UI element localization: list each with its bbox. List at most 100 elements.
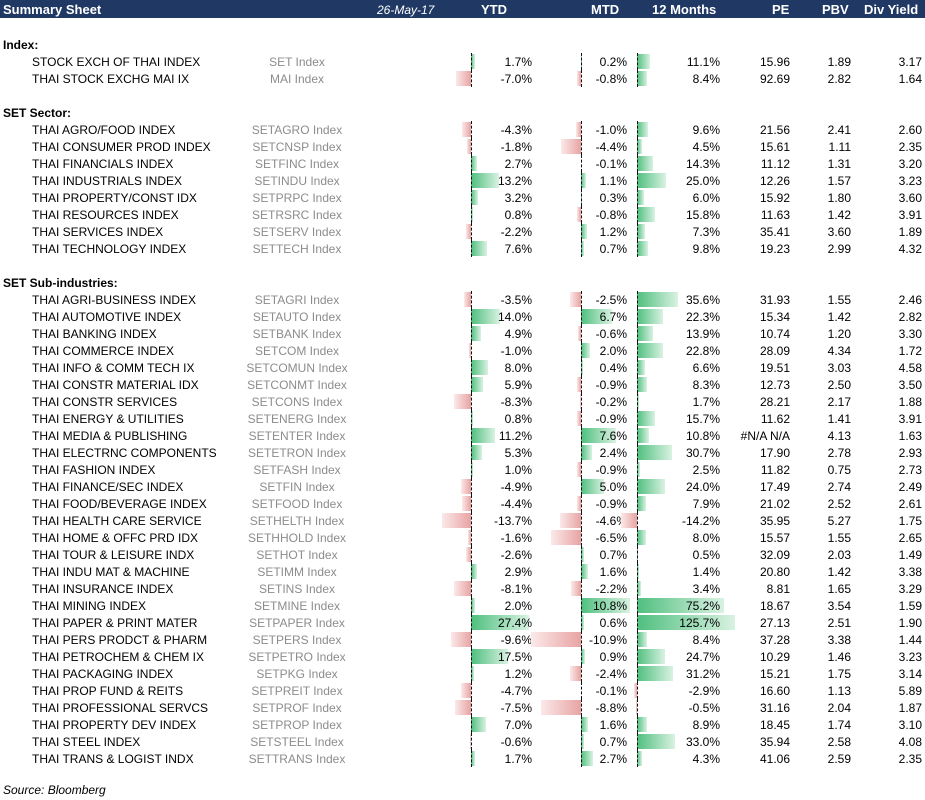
m12-bar <box>637 649 666 664</box>
table-row: THAI CONSUMER PROD INDEX SETCNSP Index -1.… <box>0 138 925 155</box>
mtd-value: 1.6% <box>599 565 627 579</box>
table-row: THAI INDU MAT & MACHINE SETIMM Index 2.9% 1… <box>0 563 925 580</box>
pbv-value: 1.31 <box>827 157 851 171</box>
m12-bar <box>637 615 735 630</box>
index-name: THAI AGRI-BUSINESS INDEX <box>32 293 197 307</box>
m12-axis <box>637 665 638 682</box>
ytd-value: 2.7% <box>504 157 532 171</box>
ytd-axis <box>471 53 472 70</box>
mtd-axis <box>581 733 582 750</box>
pbv-value: 1.41 <box>827 412 851 426</box>
mtd-bar <box>580 394 581 409</box>
m12-bar <box>620 513 637 528</box>
ytd-bar <box>471 564 478 579</box>
pe-value: 11.12 <box>760 157 790 171</box>
table-row: THAI PAPER & PRINT MATER SETPAPER Index 27… <box>0 614 925 631</box>
mtd-bar <box>540 700 581 715</box>
sheet-title: Summary Sheet <box>3 2 102 17</box>
pe-value: 32.09 <box>759 548 790 562</box>
div-yield-value: 1.64 <box>898 72 922 86</box>
m12-value: 4.3% <box>692 752 720 766</box>
ytd-bar <box>471 717 486 732</box>
index-name: THAI INDUSTRIALS INDEX <box>32 174 183 188</box>
ytd-value: 1.7% <box>504 752 532 766</box>
pbv-value: 2.78 <box>827 446 851 460</box>
pbv-value: 1.55 <box>827 531 851 545</box>
mtd-axis <box>581 580 582 597</box>
div-yield-value: 3.10 <box>898 718 922 732</box>
table-row: THAI CONSTR MATERIAL IDX SETCONMT Index 5.… <box>0 376 925 393</box>
col-header-pbv: PBV <box>822 2 849 17</box>
pbv-value: 2.58 <box>827 735 851 749</box>
mtd-bar <box>569 292 581 307</box>
m12-value: 11.1% <box>686 55 720 69</box>
ticker: SETPETRO Index <box>248 650 346 664</box>
m12-axis <box>637 648 638 665</box>
ytd-value: -4.9% <box>500 480 532 494</box>
section-title: SET Sub-industries: <box>3 276 118 290</box>
table-row: THAI AGRI-BUSINESS INDEX SETAGRI Index -3.… <box>0 291 925 308</box>
mtd-axis <box>581 189 582 206</box>
ytd-bar <box>471 173 499 188</box>
m12-value: 30.7% <box>685 446 720 460</box>
m12-bar <box>637 632 647 647</box>
mtd-axis <box>581 223 582 240</box>
mtd-axis <box>581 665 582 682</box>
mtd-value: -2.5% <box>595 293 627 307</box>
mtd-bar <box>581 445 592 460</box>
mtd-bar <box>551 530 581 545</box>
index-name: THAI CONSTR SERVICES <box>32 395 178 409</box>
index-name: THAI STEEL INDEX <box>32 735 141 749</box>
table-row: THAI TOUR & LEISURE INDX SETHOT Index -2.6… <box>0 546 925 563</box>
mtd-value: 10.8% <box>592 599 627 613</box>
ticker: SETPKG Index <box>256 667 338 681</box>
table-row: THAI FINANCIALS INDEX SETFINC Index 2.7% -0… <box>0 155 925 172</box>
m12-axis <box>637 291 638 308</box>
m12-value: 15.7% <box>685 412 720 426</box>
pe-value: 15.92 <box>759 191 790 205</box>
m12-axis <box>637 512 638 529</box>
pe-value: 18.67 <box>759 599 790 613</box>
pe-value: 19.51 <box>759 361 790 375</box>
index-name: THAI INFO & COMM TECH IX <box>32 361 195 375</box>
ytd-value: -4.3% <box>500 123 532 137</box>
m12-axis <box>637 546 638 563</box>
m12-axis <box>637 733 638 750</box>
ticker: SETHELTH Index <box>249 514 345 528</box>
ytd-value: 2.0% <box>504 599 532 613</box>
index-name: THAI COMMERCE INDEX <box>32 344 175 358</box>
ytd-bar <box>442 513 471 528</box>
pe-value: 35.41 <box>759 225 790 239</box>
ytd-axis <box>471 461 472 478</box>
pbv-value: 1.89 <box>827 55 851 69</box>
mtd-bar <box>581 173 587 188</box>
ytd-axis <box>471 427 472 444</box>
index-name: THAI PROP FUND & REITS <box>32 684 184 698</box>
table-row: THAI ENERGY & UTILITIES SETENERG Index 0.8… <box>0 410 925 427</box>
m12-value: 15.8% <box>685 208 720 222</box>
ticker: SETFOOD Index <box>251 497 343 511</box>
ticker: SETHOT Index <box>256 548 338 562</box>
mtd-value: -0.8% <box>595 208 627 222</box>
m12-axis <box>637 206 638 223</box>
index-name: THAI INDU MAT & MACHINE <box>32 565 190 579</box>
ytd-value: -8.3% <box>500 395 532 409</box>
ticker: SETTRANS Index <box>248 752 346 766</box>
mtd-axis <box>581 750 582 767</box>
mtd-value: -0.9% <box>595 412 627 426</box>
m12-value: 10.8% <box>685 429 720 443</box>
table-row: THAI PROFESSIONAL SERVCS SETPROF Index -7.… <box>0 699 925 716</box>
mtd-axis <box>581 427 582 444</box>
index-name: THAI HOME & OFFC PRD IDX <box>32 531 199 545</box>
index-name: THAI BANKING INDEX <box>32 327 157 341</box>
mtd-bar <box>570 581 581 596</box>
ticker: MAI Index <box>269 72 325 86</box>
index-name: THAI STOCK EXCHG MAI IX <box>32 72 190 86</box>
m12-bar <box>637 54 650 69</box>
m12-value: 6.6% <box>692 361 720 375</box>
table-row: THAI SERVICES INDEX SETSERV Index -2.2% 1.2… <box>0 223 925 240</box>
table-row: STOCK EXCH OF THAI INDEX SET Index 1.7% 0.2… <box>0 53 925 70</box>
m12-value: 1.7% <box>692 395 720 409</box>
ytd-bar <box>471 666 474 681</box>
div-yield-value: 2.46 <box>898 293 922 307</box>
